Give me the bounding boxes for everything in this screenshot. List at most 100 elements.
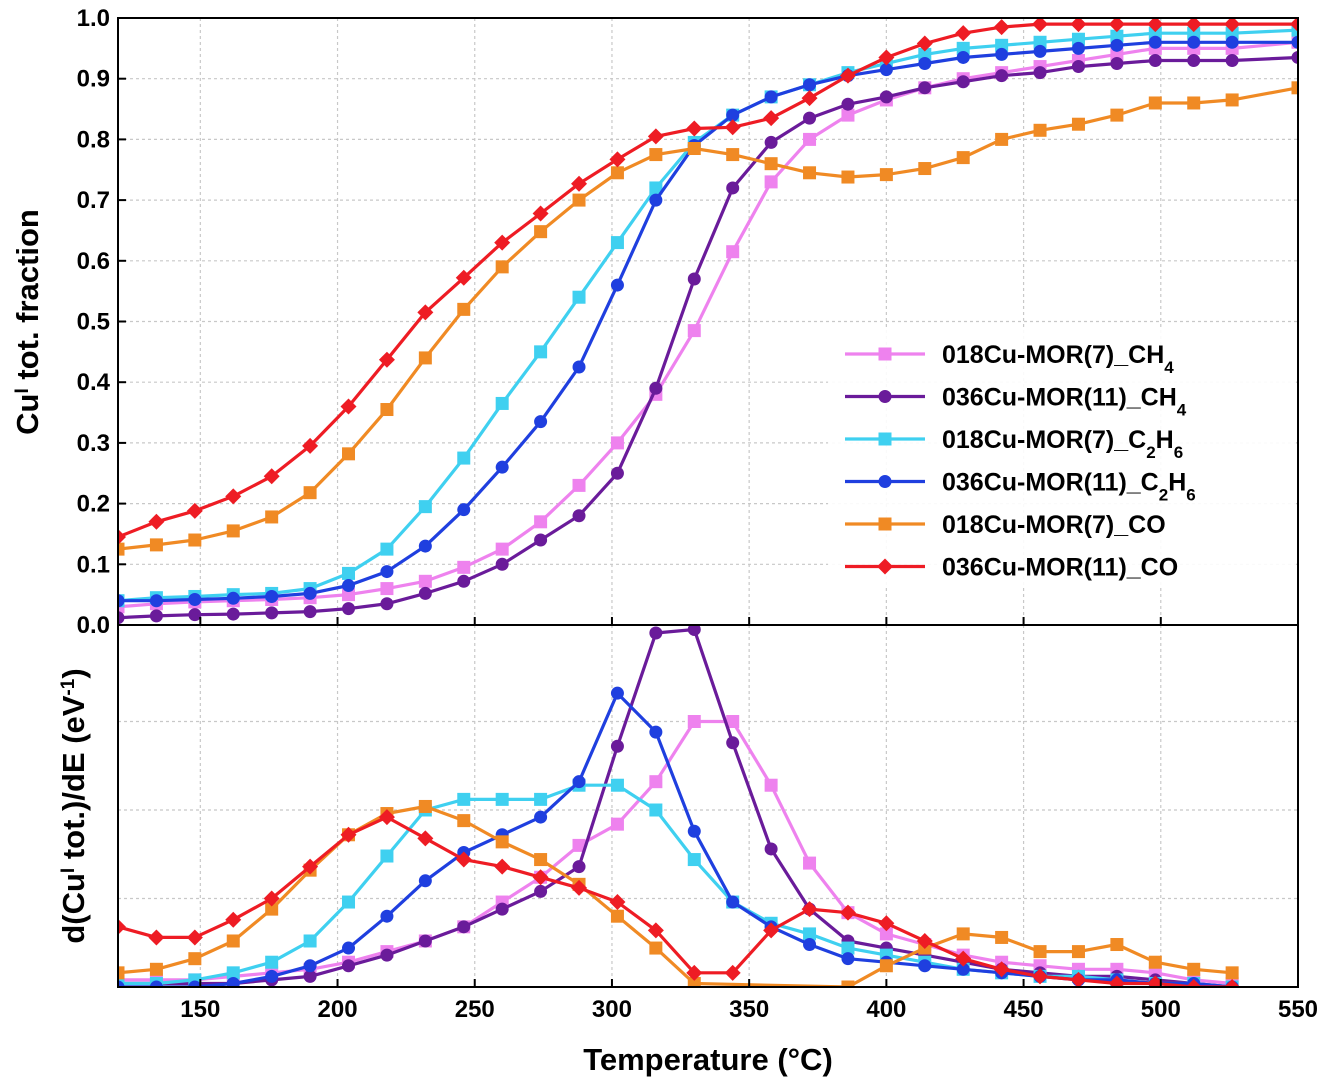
bottom-series-5-point	[839, 904, 856, 921]
bottom-series-4-point	[534, 853, 548, 867]
top-series-5-point	[1185, 18, 1202, 33]
top-series-5-point	[455, 269, 472, 286]
legend-swatch-marker	[878, 432, 892, 446]
bottom-series-1-point	[534, 884, 548, 898]
top-series-4-point	[879, 168, 893, 182]
top-y-axis-title: CuI tot. fraction	[10, 209, 45, 435]
top-series-4-point	[118, 542, 125, 556]
top-series-1-point	[1225, 53, 1239, 67]
top-series-3-point	[118, 594, 125, 608]
y-tick-label: 0.2	[77, 491, 110, 518]
bottom-series-5-point	[955, 950, 972, 967]
top-series-4-point	[265, 510, 279, 524]
top-series-3-point	[956, 50, 970, 64]
top-series-0-point	[495, 542, 509, 556]
bottom-series-1-point	[610, 739, 624, 753]
top-series-5-point	[118, 528, 126, 545]
bottom-series-3-point	[303, 959, 317, 973]
x-tick-label: 350	[729, 996, 769, 1023]
legend-swatch-marker	[878, 475, 892, 488]
y-tick-label: 0.9	[77, 66, 110, 93]
bottom-series-5-point	[571, 879, 588, 896]
top-series-2-point	[572, 290, 586, 304]
bottom-y-axis-title: d(CuI tot.)/dE (eV-1)	[56, 668, 91, 943]
top-series-3-point	[1187, 35, 1201, 49]
top-series-4-point	[226, 524, 240, 538]
top-series-2-point	[1225, 26, 1239, 40]
bottom-series-5-point	[1032, 968, 1049, 985]
bottom-series-1-point	[572, 860, 586, 874]
y-tick-label: 0.4	[77, 369, 111, 396]
x-tick-label: 500	[1141, 996, 1181, 1023]
top-series-5-point	[916, 35, 933, 52]
top-series-4-point	[534, 225, 548, 239]
bottom-series-1-point	[764, 842, 778, 856]
top-series-5-point	[1108, 18, 1125, 33]
bottom-series-4-point	[1071, 945, 1085, 959]
top-series-4-point	[1033, 123, 1047, 137]
legend-label: 018Cu-MOR(7)_C2H6	[942, 426, 1183, 462]
top-series-3-point	[457, 503, 471, 517]
bottom-series-3-point	[534, 810, 548, 824]
bottom-series-0-point	[649, 775, 663, 789]
top-series-3-point	[380, 565, 394, 579]
top-series-3-point	[303, 586, 317, 600]
legend-label-subscript: 2	[1146, 443, 1155, 462]
bottom-ylabel-sup1: I	[58, 868, 79, 873]
top-series-3-point	[803, 78, 817, 92]
bottom-series-2-point	[342, 895, 356, 909]
top-series-1-point	[1148, 53, 1162, 67]
top-series-3-point	[188, 593, 202, 607]
bottom-series-2-point	[457, 792, 471, 806]
bottom-series-0-point	[726, 715, 740, 728]
top-series-4-point	[1148, 96, 1162, 110]
legend-label-tail: H	[1168, 469, 1186, 497]
legend-label: 018Cu-MOR(7)_CO	[942, 511, 1166, 539]
bottom-series-4-point	[879, 959, 893, 973]
legend-label-text: 036Cu-MOR(11)_CH	[942, 384, 1177, 412]
bottom-series-5-point	[993, 961, 1010, 978]
top-series-1-point	[803, 111, 817, 125]
bottom-series-2-point	[687, 853, 701, 867]
bottom-series-2-point	[380, 849, 394, 863]
bottom-series-group	[118, 625, 1241, 987]
top-series-1-point	[687, 272, 701, 286]
top-series-0-point	[687, 324, 701, 338]
top-series-0-point	[610, 436, 624, 450]
legend-label: 036Cu-MOR(11)_CO	[942, 554, 1178, 582]
top-series-4-point	[1291, 81, 1298, 95]
bottom-series-4-point	[610, 909, 624, 923]
top-series-3-point	[1110, 38, 1124, 52]
y-tick-label: 1.0	[77, 5, 110, 32]
x-tick-label: 300	[592, 996, 632, 1023]
legend-label-text: 018Cu-MOR(7)_CO	[942, 511, 1166, 539]
top-series-1-point	[572, 509, 586, 523]
legend-label-text: 018Cu-MOR(7)_CH	[942, 341, 1164, 369]
bottom-series-0-point	[572, 838, 586, 852]
bottom-series-2-point	[610, 778, 624, 792]
top-series-5-point	[1224, 18, 1241, 33]
bottom-series-4-point	[118, 966, 125, 980]
bottom-series-5-point	[378, 809, 395, 826]
bottom-series-1-point	[495, 902, 509, 916]
x-tick-label: 400	[866, 996, 906, 1023]
top-series-2-point	[1110, 29, 1124, 43]
legend-label-subscript: 6	[1186, 485, 1195, 504]
bottom-series-3-point	[572, 775, 586, 789]
bottom-series-5-point	[1147, 975, 1164, 987]
top-series-1-point	[380, 597, 394, 611]
bottom-series-2-point	[803, 927, 817, 941]
top-series-3-point	[1291, 35, 1298, 49]
bottom-series-4-point	[188, 952, 202, 966]
top-series-4-point	[572, 193, 586, 207]
top-series-5-point	[494, 234, 511, 251]
top-series-5-point	[839, 67, 856, 84]
bottom-series-3-point	[803, 938, 817, 952]
top-series-1-point	[726, 181, 740, 195]
plot-layer	[118, 18, 1298, 987]
top-series-5-point	[378, 351, 395, 368]
bottom-series-2-point	[303, 934, 317, 948]
top-series-3-point	[726, 108, 740, 122]
top-series-5-point	[1070, 18, 1087, 33]
bottom-series-4-point	[457, 814, 471, 828]
